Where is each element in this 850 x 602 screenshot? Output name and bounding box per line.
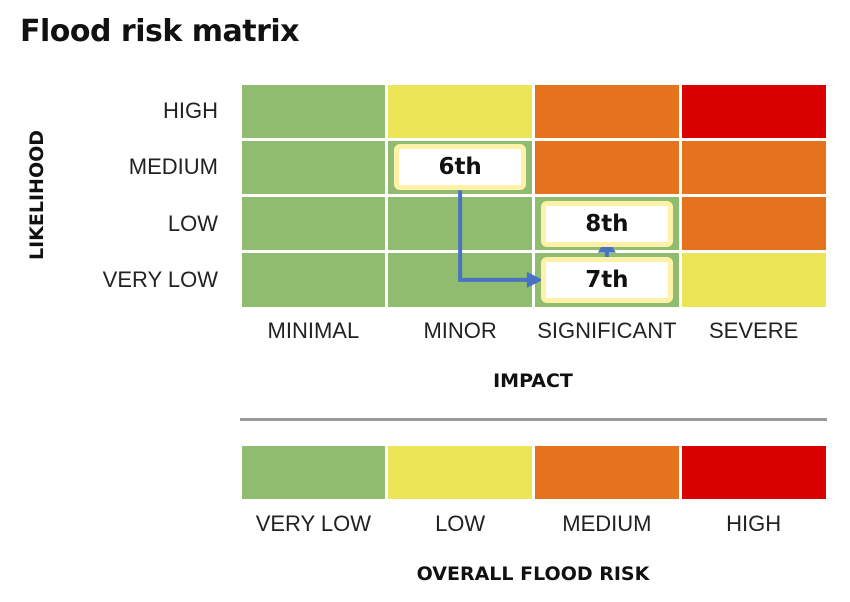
section-divider — [240, 418, 827, 421]
matrix-cell-high-minimal — [241, 84, 386, 138]
legend-label: VERY LOW — [255, 511, 372, 536]
legend-label: HIGH — [726, 511, 782, 536]
matrix-cell-medium-severe — [681, 140, 826, 194]
impact-label: SIGNIFICANT — [537, 318, 677, 343]
arrow-head-7th — [526, 271, 543, 288]
matrix-cell-low-severe — [681, 197, 826, 251]
x-axis-title: IMPACT — [493, 370, 573, 392]
impact-label: SEVERE — [708, 318, 799, 343]
matrix-cell-very-low-severe — [681, 253, 826, 307]
likelihood-label: MEDIUM — [128, 154, 218, 180]
marker-8th: 8th — [540, 200, 673, 247]
arrow-6th-to-7th — [458, 190, 529, 282]
impact-label: MINIMAL — [267, 318, 360, 343]
impact-label: MINOR — [423, 318, 497, 343]
matrix-cell-very-low-minimal — [241, 253, 386, 307]
matrix-cell-high-severe — [681, 84, 826, 138]
matrix-cell-medium-minimal — [241, 140, 386, 194]
legend-swatch-low — [388, 446, 532, 499]
matrix-cell-low-minimal — [241, 197, 386, 251]
legend-title: OVERALL FLOOD RISK — [416, 563, 650, 585]
matrix-cell-medium-significant — [535, 140, 679, 194]
legend-swatch-very-low — [241, 446, 386, 499]
legend-swatch-medium — [535, 446, 679, 499]
matrix-cell-high-minor — [388, 84, 532, 138]
legend-swatch-high — [681, 446, 826, 499]
likelihood-label: HIGH — [163, 98, 218, 124]
likelihood-label: LOW — [167, 210, 218, 236]
marker-6th: 6th — [394, 144, 527, 191]
matrix-cell-high-significant — [535, 84, 679, 138]
legend-label: MEDIUM — [562, 511, 652, 536]
page-title: Flood risk matrix — [20, 14, 300, 49]
marker-7th: 7th — [540, 256, 673, 303]
legend-label: LOW — [435, 511, 486, 536]
likelihood-label: VERY LOW — [102, 266, 218, 292]
